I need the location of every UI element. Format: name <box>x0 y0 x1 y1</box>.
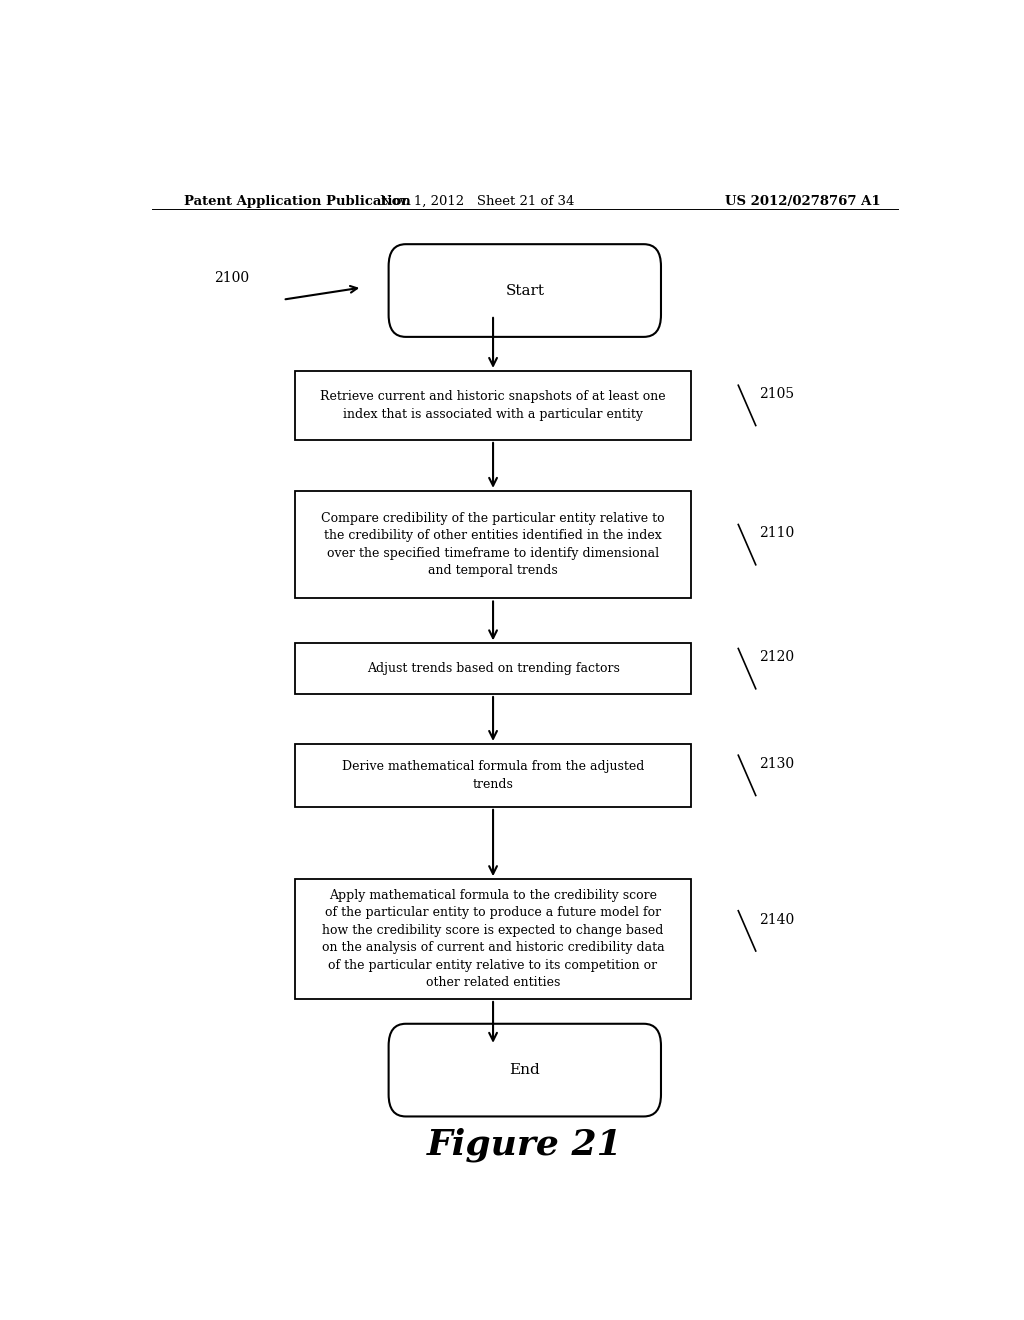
Text: Patent Application Publication: Patent Application Publication <box>183 194 411 207</box>
Text: 2105: 2105 <box>759 387 795 401</box>
FancyBboxPatch shape <box>295 744 691 807</box>
FancyBboxPatch shape <box>295 643 691 694</box>
Text: Figure 21: Figure 21 <box>427 1127 623 1162</box>
Text: US 2012/0278767 A1: US 2012/0278767 A1 <box>725 194 881 207</box>
Text: 2120: 2120 <box>759 651 795 664</box>
FancyBboxPatch shape <box>389 1024 660 1117</box>
Text: Start: Start <box>505 284 545 297</box>
FancyBboxPatch shape <box>295 371 691 440</box>
Text: 2110: 2110 <box>759 527 795 540</box>
Text: 2130: 2130 <box>759 758 795 771</box>
Text: Apply mathematical formula to the credibility score
of the particular entity to : Apply mathematical formula to the credib… <box>322 888 665 989</box>
FancyBboxPatch shape <box>389 244 660 337</box>
FancyBboxPatch shape <box>295 491 691 598</box>
Text: Derive mathematical formula from the adjusted
trends: Derive mathematical formula from the adj… <box>342 760 644 791</box>
Text: Retrieve current and historic snapshots of at least one
index that is associated: Retrieve current and historic snapshots … <box>321 391 666 421</box>
Text: Compare credibility of the particular entity relative to
the credibility of othe: Compare credibility of the particular en… <box>322 512 665 577</box>
Text: 2140: 2140 <box>759 912 795 927</box>
Text: 2100: 2100 <box>214 272 249 285</box>
Text: Adjust trends based on trending factors: Adjust trends based on trending factors <box>367 663 620 675</box>
Text: Nov. 1, 2012   Sheet 21 of 34: Nov. 1, 2012 Sheet 21 of 34 <box>380 194 574 207</box>
Text: End: End <box>509 1063 541 1077</box>
FancyBboxPatch shape <box>295 879 691 999</box>
